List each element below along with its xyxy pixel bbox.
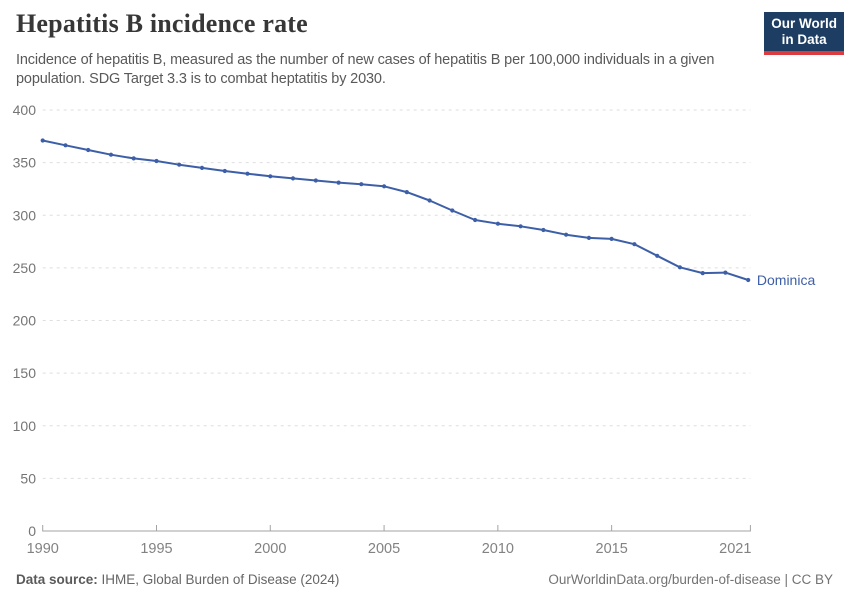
y-tick-label: 400 [13, 102, 37, 118]
chart-footer: Data source: IHME, Global Burden of Dise… [16, 572, 833, 587]
gridlines [42, 109, 751, 479]
data-point[interactable] [723, 270, 728, 275]
x-tick-label: 2000 [254, 541, 286, 557]
owid-logo[interactable]: Our World in Data [764, 12, 844, 55]
data-point[interactable] [359, 182, 364, 187]
data-point[interactable] [427, 198, 432, 203]
data-point[interactable] [222, 168, 227, 174]
x-tick-label: 2015 [596, 541, 628, 557]
trend-line [41, 139, 750, 281]
data-point[interactable] [108, 152, 114, 157]
data-point[interactable] [313, 178, 318, 183]
data-point[interactable] [564, 232, 569, 237]
footer-credit[interactable]: OurWorldinData.org/burden-of-disease | C… [548, 572, 833, 587]
data-source-value: IHME, Global Burden of Disease (2024) [97, 572, 340, 587]
data-point[interactable] [677, 265, 683, 270]
series-layer: Dominica [40, 138, 816, 288]
page-subtitle: Incidence of hepatitis B, measured as th… [16, 52, 715, 87]
page-title: Hepatitis B incidence rate [16, 9, 308, 38]
entity-label[interactable]: Dominica [757, 272, 816, 288]
data-point[interactable] [63, 143, 68, 148]
y-tick-label: 150 [13, 365, 37, 381]
data-point[interactable] [609, 236, 614, 241]
y-tick-label: 100 [13, 418, 37, 434]
x-tick-label: 2005 [368, 541, 400, 557]
y-tick-label: 250 [13, 260, 37, 276]
data-point[interactable] [268, 174, 273, 179]
x-axis-line [42, 525, 751, 532]
data-point[interactable] [199, 165, 205, 170]
x-axis: 1990 1995 2000 2005 2010 2015 2021 [27, 525, 751, 557]
x-tick-label: 2010 [482, 541, 514, 557]
owid-logo-line2: in Data [781, 32, 827, 47]
data-point[interactable] [290, 176, 296, 181]
y-tick-label: 350 [13, 155, 37, 171]
data-point[interactable] [541, 227, 546, 233]
data-point[interactable] [404, 190, 409, 195]
data-point[interactable] [655, 253, 660, 258]
data-point[interactable] [86, 147, 91, 153]
x-tick-label: 1990 [27, 541, 59, 557]
data-source-label: Data source: [16, 572, 98, 587]
data-point[interactable] [586, 235, 592, 240]
data-point[interactable] [746, 277, 751, 283]
x-tick-label: 2021 [719, 541, 751, 557]
y-tick-label: 50 [20, 470, 36, 486]
y-tick-label: 200 [13, 313, 37, 329]
x-tick-label: 1995 [140, 541, 172, 557]
data-point[interactable] [382, 184, 387, 189]
data-point[interactable] [154, 158, 159, 164]
data-point[interactable] [495, 221, 500, 226]
data-point[interactable] [245, 171, 250, 176]
data-point[interactable] [518, 224, 523, 229]
owid-logo-line1: Our World [771, 16, 837, 31]
line-chart[interactable]: 0 50 100 150 200 250 300 350 400 1990 1995 2000 200… [0, 100, 850, 560]
data-point[interactable] [336, 180, 341, 185]
data-point[interactable] [177, 162, 182, 167]
y-axis: 0 50 100 150 200 250 300 350 400 [13, 102, 37, 539]
data-point[interactable] [131, 156, 136, 161]
data-point[interactable] [473, 217, 478, 223]
data-point[interactable] [632, 242, 637, 247]
data-source: Data source: IHME, Global Burden of Dise… [16, 572, 339, 587]
y-tick-label: 300 [13, 207, 37, 223]
data-point[interactable] [450, 208, 455, 213]
y-tick-label: 0 [28, 523, 36, 539]
data-point[interactable] [40, 138, 45, 143]
data-point[interactable] [700, 271, 705, 276]
